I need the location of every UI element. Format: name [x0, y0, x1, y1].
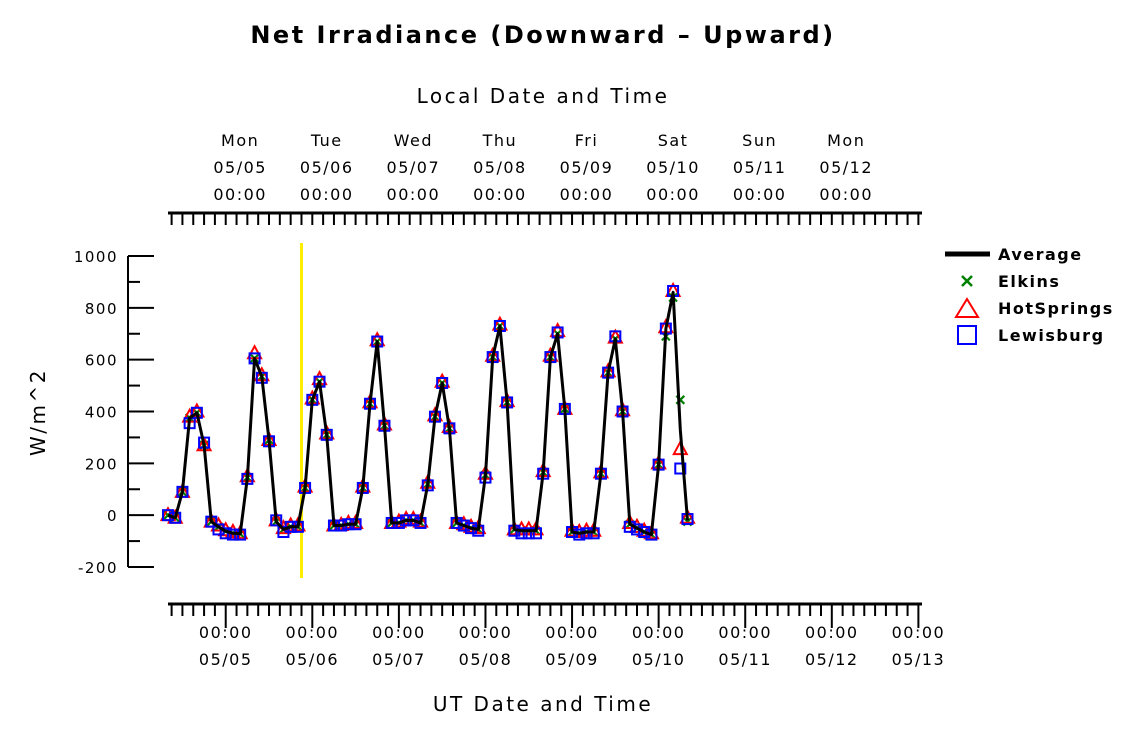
- bottom-tick-date: 05/11: [718, 650, 772, 669]
- axes: 1000 800 600 400 200 0 -200 Mon 05/05 00:00 Tue 05/…: [74, 131, 946, 669]
- top-tick-time: 00:00: [387, 185, 441, 204]
- bottom-tick-date: 05/05: [199, 650, 253, 669]
- top-tick-time: 00:00: [560, 185, 614, 204]
- lewisburg-point: [573, 528, 586, 541]
- bottom-tick-time: 00:00: [372, 623, 426, 642]
- top-tick-date: 05/06: [300, 158, 354, 177]
- legend-item-average: Average: [945, 245, 1083, 264]
- bottom-tick-time: 00:00: [805, 623, 859, 642]
- legend-label: Lewisburg: [998, 326, 1105, 345]
- top-tick-day: Mon: [221, 131, 259, 150]
- top-tick-time: 00:00: [300, 185, 354, 204]
- x-axis-label: UT Date and Time: [433, 692, 653, 716]
- series-average: [167, 290, 689, 537]
- lewisburg-point: [162, 509, 174, 522]
- top-tick-day: Thu: [482, 131, 518, 150]
- bottom-tick-time: 00:00: [286, 623, 340, 642]
- legend-swatch-square: [957, 325, 977, 345]
- top-tick-day: Wed: [394, 131, 433, 150]
- bottom-tick-time: 00:00: [718, 623, 772, 642]
- top-tick-time: 00:00: [646, 185, 700, 204]
- top-tick-date: 05/08: [473, 158, 527, 177]
- hotsprings-point: [289, 516, 307, 532]
- top-tick-date: 05/10: [646, 158, 700, 177]
- bottom-tick-date: 05/10: [632, 650, 686, 669]
- lewisburg-point: [457, 519, 470, 532]
- top-tick-date: 05/11: [733, 158, 787, 177]
- top-tick-time: 00:00: [819, 185, 873, 204]
- legend-label: Average: [998, 245, 1083, 264]
- y-axis-label: W/m^2: [26, 368, 50, 456]
- legend-swatch-x: [961, 275, 973, 287]
- bottom-tick-time: 00:00: [199, 623, 253, 642]
- legend-label: HotSprings: [998, 299, 1114, 318]
- bottom-tick-date: 05/09: [545, 650, 599, 669]
- top-tick-time: 00:00: [213, 185, 267, 204]
- y-tick-label: 1000: [74, 248, 118, 266]
- y-tick-label: 400: [85, 404, 118, 422]
- top-tick-date: 05/09: [560, 158, 614, 177]
- bottom-tick-date: 05/08: [459, 650, 513, 669]
- hotsprings-point: [679, 508, 696, 524]
- top-tick-date: 05/05: [213, 158, 267, 177]
- y-tick-label: -200: [78, 559, 118, 577]
- top-tick-date: 05/12: [819, 158, 873, 177]
- series-hotsprings: [159, 281, 696, 540]
- y-tick-label: 800: [85, 300, 118, 318]
- lewisburg-point: [515, 527, 528, 540]
- bottom-tick-time: 00:00: [632, 623, 686, 642]
- top-tick-day: Mon: [827, 131, 865, 150]
- top-tick-day: Sat: [658, 131, 689, 150]
- top-tick-date: 05/07: [387, 158, 441, 177]
- top-axis-label: Local Date and Time: [417, 84, 670, 108]
- lewisburg-point: [638, 526, 651, 539]
- legend-item-elkins: Elkins: [961, 272, 1060, 291]
- plot-area: [159, 243, 696, 578]
- series-lewisburg: [162, 284, 694, 541]
- bottom-tick-time: 00:00: [892, 623, 946, 642]
- legend: Average Elkins HotSprings Lewisburg: [945, 245, 1114, 345]
- top-tick-day: Fri: [575, 131, 599, 150]
- hotsprings-point: [470, 519, 487, 535]
- legend-item-lewisburg: Lewisburg: [957, 325, 1105, 345]
- bottom-tick-date: 05/12: [805, 650, 859, 669]
- top-tick-day: Tue: [310, 131, 343, 150]
- hotsprings-point: [585, 521, 602, 537]
- top-tick-time: 00:00: [473, 185, 527, 204]
- bottom-tick-date: 05/13: [892, 650, 946, 669]
- top-tick-time: 00:00: [733, 185, 787, 204]
- top-tick-day: Sun: [742, 131, 777, 150]
- chart-title: Net Irradiance (Downward – Upward): [250, 21, 835, 49]
- y-tick-label: 0: [107, 507, 118, 525]
- legend-label: Elkins: [998, 272, 1060, 291]
- lewisburg-point: [522, 527, 535, 540]
- bottom-tick-date: 05/06: [286, 650, 340, 669]
- legend-swatch-triangle: [954, 297, 980, 318]
- bottom-tick-time: 00:00: [545, 623, 599, 642]
- bottom-tick-date: 05/07: [372, 650, 426, 669]
- y-tick-label: 200: [85, 455, 118, 473]
- legend-item-hotsprings: HotSprings: [954, 297, 1114, 318]
- hotsprings-point: [347, 513, 364, 529]
- y-tick-label: 600: [85, 352, 118, 370]
- lewisburg-point: [674, 462, 687, 475]
- hotsprings-point: [672, 439, 689, 456]
- bottom-tick-time: 00:00: [459, 623, 513, 642]
